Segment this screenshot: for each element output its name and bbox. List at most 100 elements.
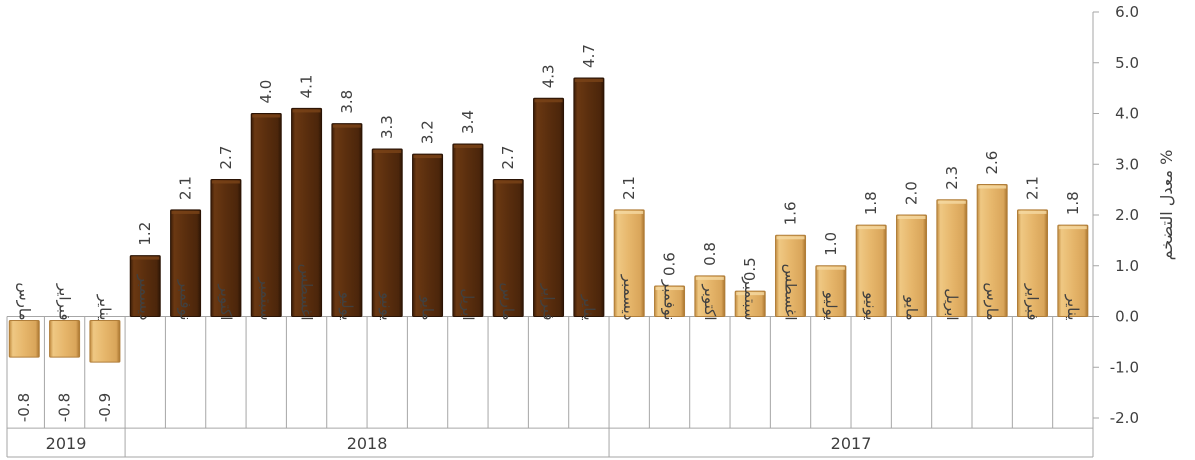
value-label: 2.6: [983, 151, 1001, 175]
category-label: ابريل: [943, 288, 961, 320]
bar-2017-2: [1017, 209, 1049, 317]
bar-2019-3: [8, 320, 40, 358]
bar-2017-8: [775, 234, 807, 317]
bar-2017-6: [855, 224, 887, 317]
bar-highlight: [292, 109, 321, 113]
bars-layer: [8, 77, 1089, 363]
y-tick-label: -2.0: [1110, 409, 1139, 427]
bar-highlight: [776, 236, 805, 240]
category-label: يوليو: [338, 291, 356, 321]
y-tick-label: 4.0: [1115, 105, 1139, 123]
bar-2017-11: [654, 285, 686, 317]
category-label: فبراير: [540, 283, 558, 321]
bar-highlight: [978, 185, 1007, 189]
category-label: مارس: [15, 282, 33, 320]
y-tick-label: 1.0: [1115, 257, 1139, 275]
value-label: 4.3: [540, 64, 558, 88]
bar-2018-6: [371, 148, 403, 317]
category-label: فبراير: [56, 283, 74, 321]
category-label: يناير: [1064, 294, 1082, 321]
category-label: اغسطس: [782, 264, 800, 321]
value-label: 3.2: [419, 120, 437, 144]
bar-highlight: [171, 210, 200, 214]
bar-2018-3: [492, 178, 524, 317]
bar-2017-10: [694, 275, 726, 317]
category-label: فبراير: [1024, 283, 1042, 321]
value-label: 2.1: [1024, 176, 1042, 200]
category-label: يوليو: [822, 291, 840, 321]
value-label: 2.1: [177, 176, 195, 200]
category-label: سبتمبر: [257, 276, 275, 320]
value-label: 1.8: [1064, 191, 1082, 215]
category-label: نوفمبر: [177, 279, 195, 321]
value-label: 1.8: [862, 191, 880, 215]
bar-2018-4: [452, 143, 484, 317]
bar-highlight: [897, 216, 926, 219]
labels-layer: 2017 2018 2019 1.8 يناير 2.1 فبراير 2.6 مارس 2.3 ا…: [15, 44, 1082, 453]
bar-2018-5: [412, 153, 444, 317]
year-label-2019: 2019: [46, 434, 87, 453]
category-label: مارس: [983, 282, 1001, 320]
bar-2018-2: [533, 97, 565, 318]
bar-highlight: [494, 180, 523, 184]
bar-highlight: [1058, 226, 1087, 230]
value-label: 2.7: [217, 146, 235, 170]
bar-2018-11: [170, 209, 202, 317]
bar-2017-5: [896, 214, 928, 317]
value-label: 0.8: [701, 242, 719, 266]
bar-highlight: [534, 99, 563, 103]
bar-2017-9: [734, 290, 766, 317]
value-label: 2.3: [943, 166, 961, 190]
category-label: مايو: [419, 295, 437, 321]
value-label: 3.4: [459, 110, 477, 134]
category-label: نوفمبر: [661, 279, 679, 321]
y-axis: 6.0 5.0 4.0 3.0 2.0 1.0 0.0 -1.0 -2.0: [1093, 3, 1139, 427]
value-label: 4.0: [257, 80, 275, 104]
bar-highlight: [816, 266, 845, 270]
y-axis-title: معدل التضخم %: [1157, 150, 1176, 261]
category-label: اغسطس: [298, 264, 316, 321]
year-label-2018: 2018: [347, 434, 388, 453]
bar-highlight: [695, 276, 724, 280]
bar-2019-2: [49, 320, 81, 358]
category-label: سبتمبر: [741, 276, 759, 320]
value-label: 3.8: [338, 90, 356, 114]
bar-highlight: [574, 78, 603, 82]
category-label: اكتوبر: [217, 283, 235, 320]
bar-highlight: [857, 226, 886, 230]
bar-2018-7: [331, 123, 363, 318]
value-label: -0.8: [56, 393, 74, 422]
category-label: اكتوبر: [701, 283, 719, 320]
y-tick-label: -1.0: [1110, 358, 1139, 376]
category-label: يناير: [580, 294, 598, 321]
bar-2018-1: [573, 77, 605, 317]
bar-highlight: [1018, 210, 1047, 214]
value-label: 1.6: [782, 201, 800, 225]
y-tick-label: 2.0: [1115, 206, 1139, 224]
bar-2018-8: [291, 107, 323, 317]
category-label: مارس: [499, 282, 517, 320]
category-label: ديسمبر: [620, 274, 638, 321]
bar-highlight: [655, 287, 684, 291]
bar-highlight: [453, 144, 482, 148]
y-tick-label: 5.0: [1115, 54, 1139, 72]
y-tick-label: 3.0: [1115, 155, 1139, 173]
y-tick-label: 0.0: [1115, 308, 1139, 326]
bar-highlight: [937, 200, 966, 204]
bar-2017-12: [613, 209, 645, 317]
value-label: 1.0: [822, 232, 840, 256]
value-label: 0.5: [741, 257, 759, 281]
value-label: -0.8: [15, 393, 33, 422]
year-label-2017: 2017: [831, 434, 872, 453]
bar-2017-7: [815, 265, 847, 317]
value-label: 2.0: [903, 181, 921, 205]
category-label: مايو: [903, 295, 921, 321]
value-label: 3.3: [378, 115, 396, 139]
value-label: -0.9: [96, 393, 114, 422]
bar-2017-3: [976, 184, 1008, 317]
y-tick-label: 6.0: [1115, 3, 1139, 21]
category-label: ابريل: [459, 288, 477, 320]
category-label: يناير: [96, 294, 114, 321]
chart-frame: [6, 12, 1094, 458]
